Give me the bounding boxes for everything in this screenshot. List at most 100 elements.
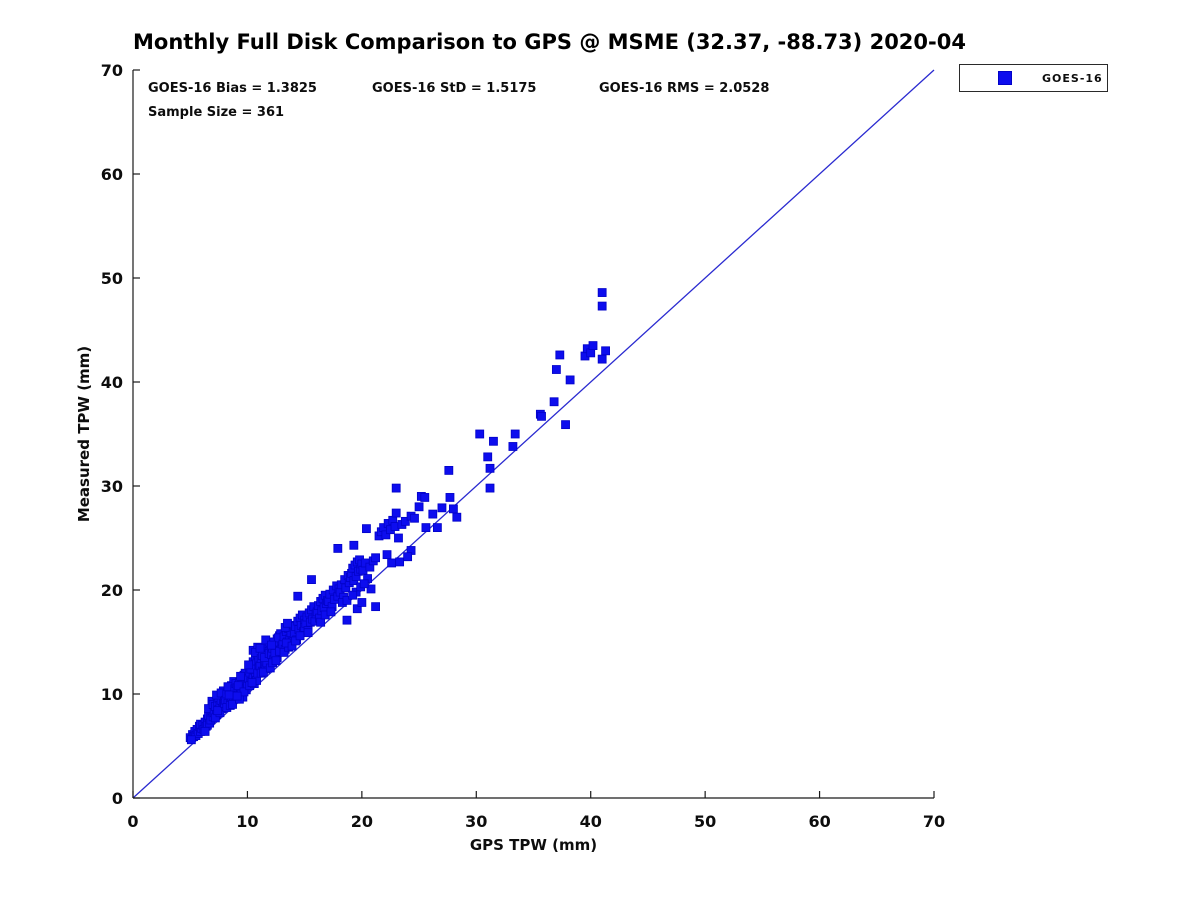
scatter-point bbox=[421, 523, 431, 532]
stat-sample-size: Sample Size = 361 bbox=[148, 105, 285, 120]
scatter-point bbox=[414, 502, 424, 512]
scatter-point bbox=[597, 354, 607, 364]
legend-label: GOES-16 bbox=[1042, 71, 1103, 85]
scatter-point bbox=[551, 365, 561, 374]
scatter-point bbox=[200, 727, 210, 736]
scatter-point bbox=[244, 660, 253, 670]
scatter-point bbox=[232, 691, 242, 701]
scatter-point bbox=[224, 690, 234, 700]
scatter-point bbox=[489, 436, 498, 446]
scatter-point bbox=[283, 618, 292, 628]
x-tick-label: 0 bbox=[127, 812, 138, 831]
scatter-point bbox=[359, 579, 369, 589]
scatter-point bbox=[362, 524, 371, 534]
scatter-point bbox=[371, 553, 380, 563]
scatter-point bbox=[483, 452, 493, 462]
scatter-point bbox=[432, 523, 442, 532]
y-tick-label: 40 bbox=[101, 373, 123, 392]
scatter-point bbox=[561, 420, 570, 430]
stat-std: GOES-16 StD = 1.5175 bbox=[372, 81, 537, 96]
scatter-point bbox=[428, 509, 438, 519]
scatter-point bbox=[271, 656, 281, 666]
y-tick-label: 0 bbox=[112, 789, 123, 808]
scatter-point bbox=[371, 602, 380, 612]
legend-marker-icon bbox=[998, 71, 1012, 85]
scatter-point bbox=[410, 513, 419, 523]
scatter-point bbox=[586, 348, 596, 358]
stat-rms: GOES-16 RMS = 2.0528 bbox=[599, 81, 770, 96]
y-tick-label: 10 bbox=[101, 685, 123, 704]
scatter-point bbox=[267, 640, 276, 650]
scatter-point bbox=[475, 429, 485, 439]
scatter-point bbox=[255, 643, 265, 653]
x-tick-label: 40 bbox=[580, 812, 602, 831]
scatter-point bbox=[303, 628, 313, 638]
scatter-point bbox=[588, 341, 598, 351]
scatter-point bbox=[549, 397, 559, 407]
scatter-point bbox=[452, 512, 462, 522]
scatter-point bbox=[186, 735, 196, 745]
scatter-point bbox=[508, 442, 518, 451]
x-tick-label: 50 bbox=[694, 812, 716, 831]
scatter-point bbox=[236, 671, 245, 681]
scatter-point bbox=[228, 700, 237, 709]
scatter-point bbox=[342, 615, 352, 625]
scatter-point bbox=[391, 483, 401, 493]
scatter-point bbox=[565, 375, 575, 385]
scatter-point bbox=[485, 463, 495, 473]
chart-title: Monthly Full Disk Comparison to GPS @ MS… bbox=[133, 30, 966, 54]
scatter-point bbox=[293, 591, 303, 601]
scatter-point bbox=[342, 596, 352, 605]
scatter-point bbox=[537, 411, 546, 421]
identity-line bbox=[132, 69, 935, 799]
x-tick-label: 70 bbox=[923, 812, 945, 831]
scatter-point bbox=[316, 617, 326, 627]
scatter-point bbox=[485, 483, 495, 493]
x-axis-label: GPS TPW (mm) bbox=[469, 836, 598, 854]
legend: GOES-16 bbox=[959, 64, 1108, 92]
x-tick-label: 30 bbox=[465, 812, 487, 831]
scatter-point bbox=[349, 540, 359, 550]
scatter-point bbox=[352, 604, 362, 614]
scatter-point bbox=[448, 504, 458, 514]
scatter-point bbox=[387, 558, 397, 568]
y-tick-label: 30 bbox=[101, 477, 123, 496]
scatter-point bbox=[437, 503, 447, 513]
scatter-point bbox=[382, 550, 392, 560]
scatter-point bbox=[444, 465, 454, 475]
scatter-point bbox=[366, 584, 376, 594]
scatter-point bbox=[597, 301, 607, 311]
y-axis-label: Measured TPW (mm) bbox=[75, 345, 93, 523]
scatter-point bbox=[333, 544, 343, 553]
x-tick-label: 60 bbox=[808, 812, 830, 831]
scatter-point bbox=[601, 346, 610, 356]
scatter-point bbox=[597, 288, 607, 297]
y-tick-label: 70 bbox=[101, 61, 123, 80]
scatter-point bbox=[357, 598, 367, 607]
scatter-point bbox=[445, 493, 455, 502]
scatter-point bbox=[295, 631, 305, 641]
scatter-point bbox=[394, 533, 403, 543]
scatter-point bbox=[400, 516, 410, 526]
stat-bias: GOES-16 Bias = 1.3825 bbox=[148, 81, 317, 96]
x-tick-label: 10 bbox=[236, 812, 258, 831]
scatter-point bbox=[307, 575, 316, 584]
scatter-point bbox=[291, 636, 300, 646]
scatter-point bbox=[403, 552, 413, 562]
scatter-point bbox=[381, 530, 391, 540]
scatter-point bbox=[395, 557, 405, 567]
scatter-point bbox=[213, 706, 223, 716]
y-tick-label: 60 bbox=[101, 165, 123, 184]
scatter-point bbox=[247, 678, 257, 687]
scatter-point bbox=[326, 607, 336, 617]
y-tick-label: 20 bbox=[101, 581, 123, 600]
scatter-point bbox=[555, 350, 565, 360]
scatter-point bbox=[279, 648, 289, 657]
x-tick-label: 20 bbox=[351, 812, 373, 831]
scatter-point bbox=[348, 590, 358, 600]
scatter-point bbox=[510, 429, 520, 439]
scatter-point bbox=[391, 508, 401, 518]
y-tick-label: 50 bbox=[101, 269, 123, 288]
